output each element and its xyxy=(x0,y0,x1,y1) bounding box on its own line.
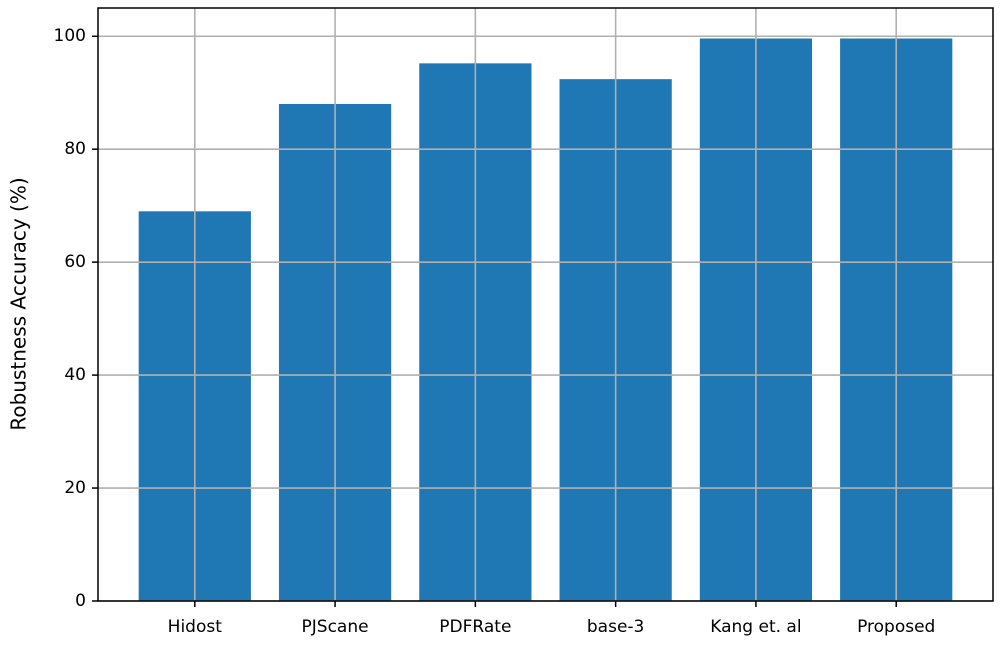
y-axis-label: Robustness Accuracy (%) xyxy=(7,177,31,430)
x-tick-label: Kang et. al xyxy=(710,617,801,637)
x-tick-label: PJScane xyxy=(302,617,369,637)
y-tick-label: 0 xyxy=(75,591,86,611)
x-tick-label: base-3 xyxy=(587,617,644,637)
y-tick-label: 20 xyxy=(64,478,86,498)
x-tick-label: Hidost xyxy=(168,617,223,637)
x-tick-label: Proposed xyxy=(857,617,935,637)
x-tick-label: PDFRate xyxy=(439,617,511,637)
y-tick-label: 40 xyxy=(64,365,86,385)
y-tick-label: 60 xyxy=(64,252,86,272)
y-tick-label: 100 xyxy=(54,26,86,46)
plot-frame xyxy=(97,7,994,602)
y-tick-label: 80 xyxy=(64,139,86,159)
